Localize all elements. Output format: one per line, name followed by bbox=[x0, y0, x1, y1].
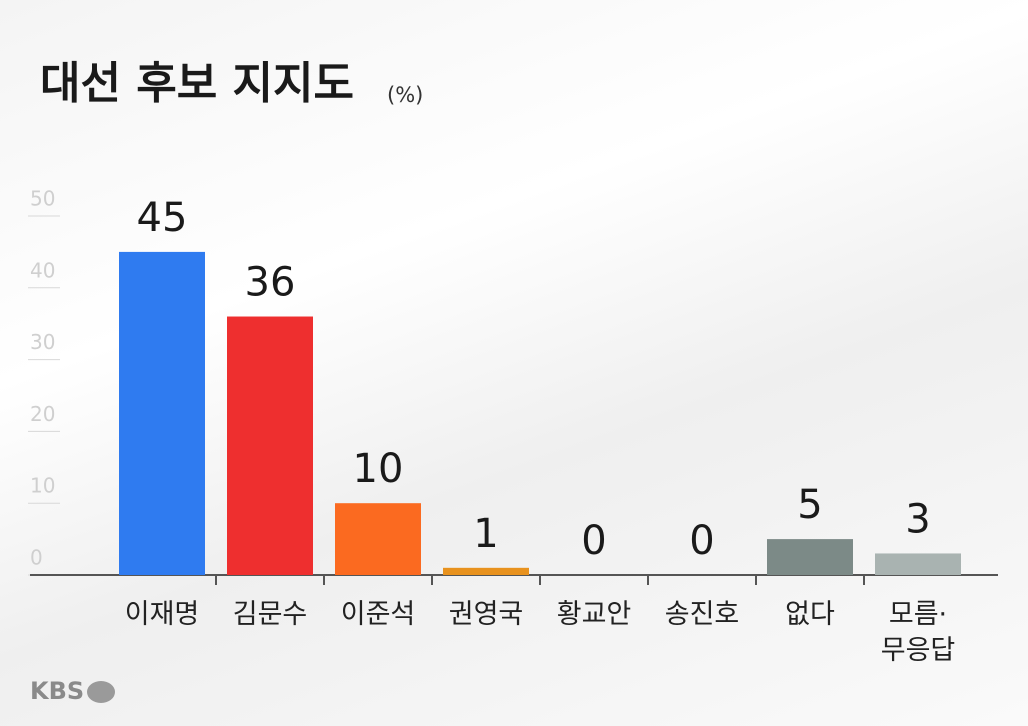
x-tick-label: 김문수 bbox=[232, 599, 308, 630]
y-tick-label: 30 bbox=[30, 330, 55, 354]
x-tick-label: 없다 bbox=[785, 599, 835, 630]
bar bbox=[443, 567, 529, 575]
value-label: 0 bbox=[689, 518, 714, 564]
value-label: 5 bbox=[797, 482, 822, 528]
y-tick-label: 20 bbox=[30, 402, 55, 426]
value-label: 3 bbox=[905, 496, 930, 542]
y-tick-label: 40 bbox=[30, 258, 55, 282]
logo: KBS bbox=[30, 677, 84, 705]
y-tick-label: 50 bbox=[30, 187, 55, 211]
y-tick-label: 10 bbox=[30, 474, 55, 498]
logo-mark bbox=[87, 681, 115, 703]
bar bbox=[767, 539, 853, 575]
x-tick-label: 황교안 bbox=[556, 599, 632, 630]
value-label: 45 bbox=[137, 195, 188, 241]
bar bbox=[875, 553, 961, 575]
x-tick-label: 권영국 bbox=[448, 599, 524, 630]
x-tick-label: 모름· 무응답 bbox=[880, 599, 956, 666]
y-tick-label: 0 bbox=[30, 546, 43, 570]
bar bbox=[119, 251, 205, 575]
x-tick-label: 이재명 bbox=[124, 599, 200, 630]
x-tick-label: 이준석 bbox=[340, 599, 416, 630]
unit-label: (%) bbox=[387, 83, 423, 107]
x-tick-label: 송진호 bbox=[664, 599, 740, 630]
value-label: 1 bbox=[473, 511, 498, 557]
bar bbox=[335, 503, 421, 575]
value-label: 0 bbox=[581, 518, 606, 564]
bar bbox=[227, 316, 313, 575]
chart-title: 대선 후보 지지도 bbox=[40, 58, 354, 109]
value-label: 36 bbox=[245, 260, 296, 306]
value-label: 10 bbox=[353, 446, 404, 492]
